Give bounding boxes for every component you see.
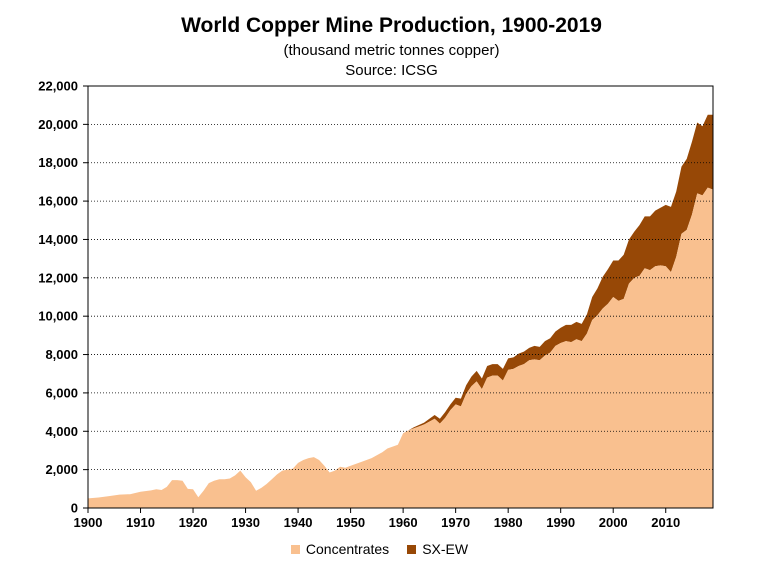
- plot-areas: [88, 114, 713, 508]
- x-tick-label: 1920: [179, 515, 208, 530]
- legend: Concentrates SX-EW: [0, 541, 759, 557]
- y-tick-label: 10,000: [38, 309, 78, 324]
- x-tick-label: 1970: [441, 515, 470, 530]
- series-area-concentrates: [88, 187, 713, 508]
- y-tick-label: 0: [71, 501, 78, 516]
- y-tick-label: 16,000: [38, 194, 78, 209]
- chart-source: Source: ICSG: [345, 62, 438, 79]
- y-tick-label: 18,000: [38, 155, 78, 170]
- x-tick-label: 1940: [284, 515, 313, 530]
- plot-frame: [87, 85, 714, 509]
- x-tick-label: 2010: [651, 515, 680, 530]
- y-tick-label: 20,000: [38, 117, 78, 132]
- y-tick-label: 12,000: [38, 270, 78, 285]
- x-axis-ticks: 1900 1910 1920 1930 1940 1950 1960 1970 1980 1990…: [74, 508, 680, 530]
- y-axis-ticks: 0 2,000 4,000 6,000 8,000 10,000 12,000 14,000 1…: [38, 79, 88, 516]
- x-tick-label: 1950: [336, 515, 365, 530]
- y-tick-label: 22,000: [38, 79, 78, 94]
- legend-label-sx-ew: SX-EW: [422, 541, 469, 557]
- gridlines: [88, 123, 713, 471]
- x-tick-label: 1930: [231, 515, 260, 530]
- chart-subtitle: (thousand metric tonnes copper): [283, 42, 500, 59]
- x-tick-label: 1910: [126, 515, 155, 530]
- y-tick-label: 8,000: [45, 347, 78, 362]
- x-tick-label: 2000: [599, 515, 628, 530]
- legend-label-concentrates: Concentrates: [305, 541, 390, 557]
- y-tick-label: 14,000: [38, 232, 78, 247]
- y-tick-label: 2,000: [45, 462, 78, 477]
- x-tick-label: 1960: [389, 515, 418, 530]
- y-tick-label: 4,000: [45, 424, 78, 439]
- x-tick-label: 1990: [546, 515, 575, 530]
- legend-swatch-sx-ew: [407, 544, 417, 554]
- legend-swatch-concentrates: [290, 544, 300, 554]
- y-tick-label: 6,000: [45, 385, 78, 400]
- legend-item-sx-ew: SX-EW: [407, 541, 468, 557]
- chart-title: World Copper Mine Production, 1900-2019: [181, 14, 602, 37]
- x-tick-label: 1900: [74, 515, 103, 530]
- legend-item-concentrates: Concentrates: [290, 541, 390, 557]
- x-tick-label: 1980: [494, 515, 523, 530]
